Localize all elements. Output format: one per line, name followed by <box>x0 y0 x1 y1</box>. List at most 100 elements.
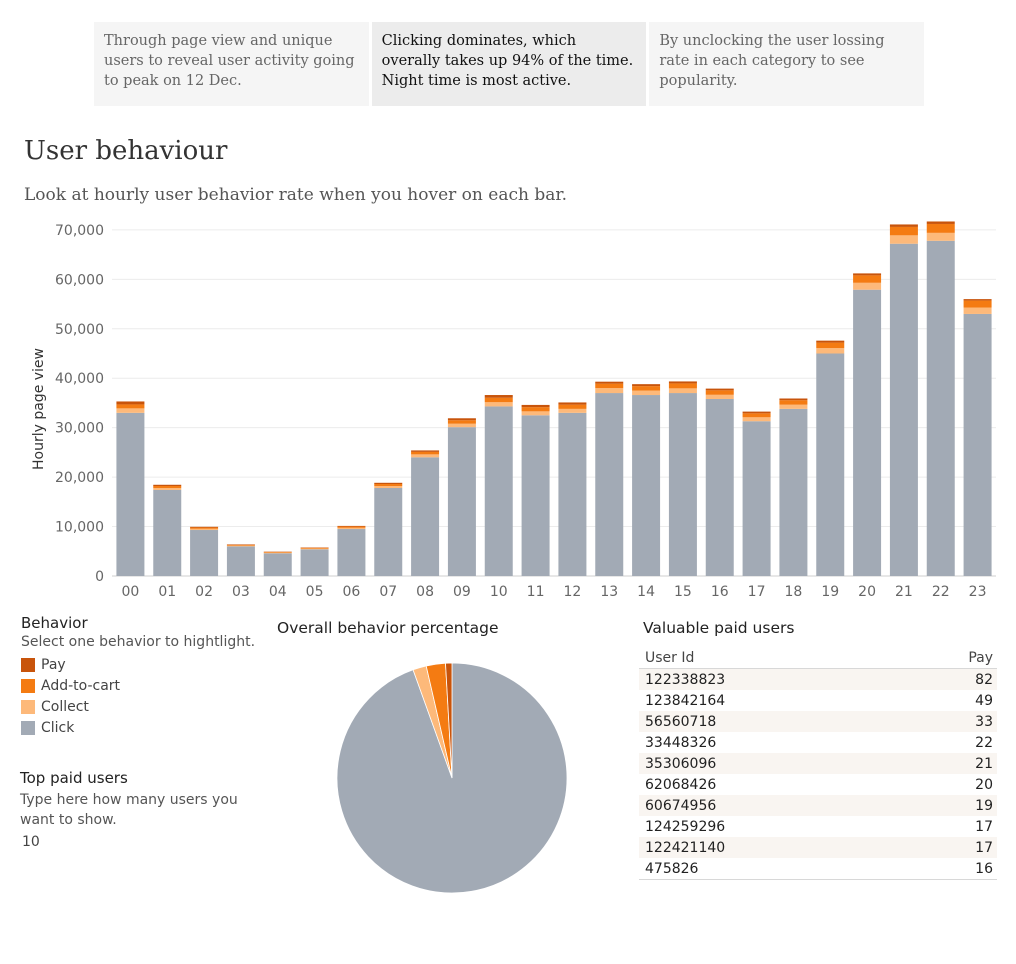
bar-segment-click-19[interactable] <box>816 353 845 577</box>
bar-segment-add-to-cart-00[interactable] <box>116 404 145 409</box>
bar-segment-collect-14[interactable] <box>632 390 661 396</box>
bar-segment-add-to-cart-22[interactable] <box>926 223 955 233</box>
bar-segment-collect-02[interactable] <box>190 528 219 531</box>
bar-segment-pay-02[interactable] <box>190 526 219 528</box>
bar-segment-add-to-cart-18[interactable] <box>779 400 808 405</box>
bar-segment-collect-13[interactable] <box>595 388 624 394</box>
bar-segment-pay-22[interactable] <box>926 221 955 224</box>
bar-segment-collect-16[interactable] <box>705 394 734 399</box>
bar-segment-collect-12[interactable] <box>558 408 587 413</box>
bar-segment-pay-18[interactable] <box>779 398 808 401</box>
bar-segment-click-22[interactable] <box>926 240 955 576</box>
table-row[interactable]: 56560718 33 <box>639 711 997 732</box>
bar-segment-click-20[interactable] <box>853 289 882 576</box>
bar-segment-add-to-cart-21[interactable] <box>889 226 918 236</box>
bar-segment-collect-07[interactable] <box>374 486 403 488</box>
bar-segment-add-to-cart-16[interactable] <box>705 390 734 395</box>
bar-segment-click-07[interactable] <box>374 487 403 576</box>
bar-segment-add-to-cart-03[interactable] <box>226 544 255 546</box>
bar-segment-pay-08[interactable] <box>411 450 440 452</box>
bar-segment-pay-14[interactable] <box>632 384 661 387</box>
bar-segment-pay-09[interactable] <box>447 418 476 421</box>
bar-segment-click-01[interactable] <box>153 489 182 576</box>
column-header-user-id[interactable]: User Id <box>639 648 900 669</box>
bar-segment-add-to-cart-08[interactable] <box>411 451 440 455</box>
bar-segment-collect-20[interactable] <box>853 282 882 290</box>
bar-segment-pay-16[interactable] <box>705 388 734 391</box>
table-row[interactable]: 60674956 19 <box>639 795 997 816</box>
bar-segment-pay-21[interactable] <box>889 224 918 227</box>
bar-segment-collect-06[interactable] <box>337 527 366 530</box>
bar-segment-pay-17[interactable] <box>742 411 771 414</box>
bar-segment-click-06[interactable] <box>337 529 366 576</box>
bar-segment-click-02[interactable] <box>190 530 219 576</box>
bar-segment-pay-23[interactable] <box>963 299 992 301</box>
bar-segment-click-04[interactable] <box>263 553 292 576</box>
bar-segment-add-to-cart-10[interactable] <box>484 397 513 403</box>
bar-segment-pay-07[interactable] <box>374 482 403 485</box>
bar-segment-add-to-cart-17[interactable] <box>742 413 771 418</box>
table-row[interactable]: 62068426 20 <box>639 774 997 795</box>
table-row[interactable]: 475826 16 <box>639 858 997 880</box>
bar-segment-click-05[interactable] <box>300 549 329 576</box>
bar-segment-collect-03[interactable] <box>226 545 255 547</box>
story-point-3[interactable]: By unclocking the user lossing rate in e… <box>649 22 925 106</box>
bar-segment-collect-19[interactable] <box>816 348 845 354</box>
bar-segment-collect-22[interactable] <box>926 232 955 241</box>
bar-segment-add-to-cart-14[interactable] <box>632 386 661 391</box>
bar-segment-collect-04[interactable] <box>263 552 292 554</box>
bar-segment-pay-12[interactable] <box>558 402 587 405</box>
bar-segment-click-08[interactable] <box>411 457 440 576</box>
bar-segment-click-21[interactable] <box>889 243 918 576</box>
bar-segment-click-13[interactable] <box>595 393 624 576</box>
table-row[interactable]: 123842164 49 <box>639 690 997 711</box>
bar-segment-click-00[interactable] <box>116 412 145 576</box>
bar-segment-click-18[interactable] <box>779 408 808 576</box>
bar-segment-pay-06[interactable] <box>337 525 366 527</box>
bar-segment-pay-00[interactable] <box>116 401 145 405</box>
bar-segment-click-03[interactable] <box>226 546 255 576</box>
bar-segment-collect-01[interactable] <box>153 487 182 490</box>
bar-segment-add-to-cart-12[interactable] <box>558 404 587 409</box>
bar-segment-collect-10[interactable] <box>484 402 513 407</box>
pie-slice-pay[interactable] <box>445 662 453 779</box>
top-paid-count-input[interactable] <box>22 834 82 850</box>
bar-segment-click-09[interactable] <box>447 427 476 576</box>
bar-segment-add-to-cart-09[interactable] <box>447 420 476 424</box>
bar-segment-click-17[interactable] <box>742 421 771 576</box>
table-row[interactable]: 122421140 17 <box>639 837 997 858</box>
bar-segment-collect-11[interactable] <box>521 411 550 416</box>
bar-segment-pay-13[interactable] <box>595 381 624 384</box>
bar-segment-collect-18[interactable] <box>779 404 808 409</box>
bar-segment-add-to-cart-19[interactable] <box>816 342 845 349</box>
table-row[interactable]: 124259296 17 <box>639 816 997 837</box>
bar-segment-add-to-cart-04[interactable] <box>263 552 292 553</box>
bar-segment-collect-09[interactable] <box>447 423 476 428</box>
bar-segment-collect-15[interactable] <box>668 388 697 394</box>
bar-segment-add-to-cart-13[interactable] <box>595 383 624 389</box>
bar-segment-add-to-cart-23[interactable] <box>963 300 992 308</box>
bar-segment-add-to-cart-07[interactable] <box>374 484 403 487</box>
bar-segment-pay-20[interactable] <box>853 273 882 276</box>
legend-item-click[interactable]: Click <box>21 717 255 738</box>
legend-item-add-to-cart[interactable]: Add-to-cart <box>21 675 255 696</box>
bar-segment-pay-01[interactable] <box>153 484 182 487</box>
bar-segment-collect-08[interactable] <box>411 454 440 458</box>
table-row[interactable]: 122338823 82 <box>639 668 997 690</box>
bar-segment-add-to-cart-06[interactable] <box>337 526 366 528</box>
bar-segment-pay-10[interactable] <box>484 395 513 398</box>
bar-segment-add-to-cart-02[interactable] <box>190 527 219 529</box>
column-header-pay[interactable]: Pay <box>899 648 997 669</box>
bar-segment-pay-15[interactable] <box>668 381 697 384</box>
bar-segment-click-16[interactable] <box>705 398 734 576</box>
bar-segment-pay-19[interactable] <box>816 340 845 343</box>
bar-segment-collect-23[interactable] <box>963 307 992 314</box>
bar-segment-pay-11[interactable] <box>521 404 550 408</box>
bar-segment-click-23[interactable] <box>963 313 992 576</box>
bar-segment-collect-00[interactable] <box>116 408 145 413</box>
table-row[interactable]: 33448326 22 <box>639 732 997 753</box>
bar-segment-add-to-cart-01[interactable] <box>153 486 182 488</box>
bar-segment-click-10[interactable] <box>484 406 513 576</box>
story-point-1[interactable]: Through page view and unique users to re… <box>94 22 369 106</box>
bar-segment-add-to-cart-20[interactable] <box>853 275 882 283</box>
